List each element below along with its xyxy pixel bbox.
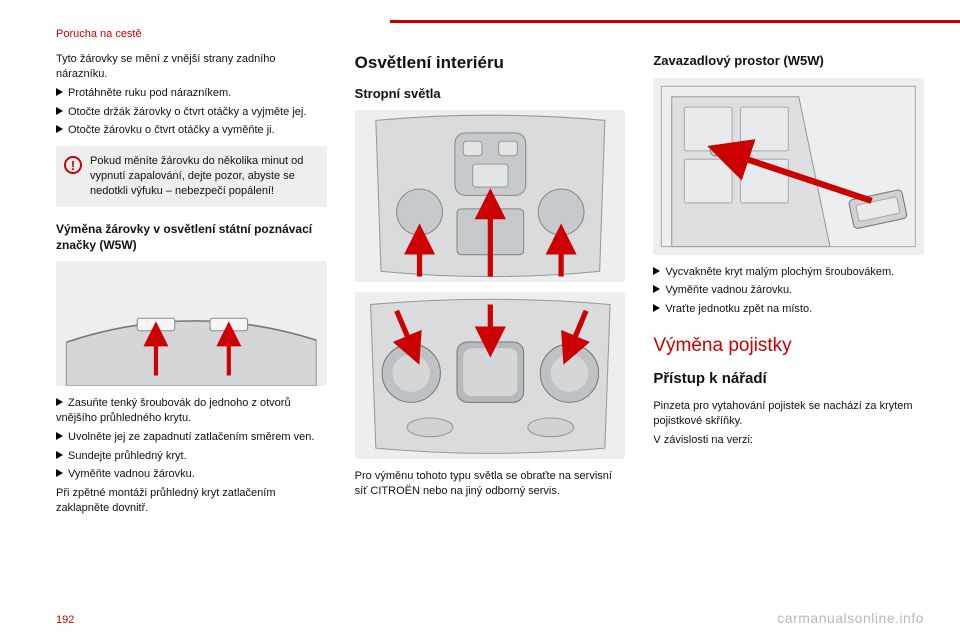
- c1-b1: Protáhněte ruku pod nárazníkem.: [56, 86, 327, 101]
- ceiling-light-image-1: [355, 110, 626, 282]
- triangle-icon: [56, 451, 63, 459]
- breadcrumb: Porucha na cestě: [56, 28, 924, 40]
- c3-h2-black: Přístup k nářadí: [653, 369, 924, 389]
- content-columns: Tyto žárovky se mění z vnější strany zad…: [56, 52, 924, 520]
- c3-b3: Vraťte jednotku zpět na místo.: [653, 302, 924, 317]
- warning-icon: !: [64, 156, 82, 174]
- c1-b6-text: Sundejte průhledný kryt.: [68, 450, 187, 462]
- triangle-icon: [56, 107, 63, 115]
- c1-b2: Otočte držák žárovky o čtvrt otáčky a vy…: [56, 105, 327, 120]
- c2-p1: Pro výměnu tohoto typu světla se obraťte…: [355, 469, 626, 499]
- c3-h3: Zavazadlový prostor (W5W): [653, 52, 924, 70]
- triangle-icon: [653, 304, 660, 312]
- c1-b3-text: Otočte žárovku o čtvrt otáčky a vyměňte …: [68, 124, 275, 136]
- c3-p1: Pinzeta pro vytahování pojistek se nachá…: [653, 399, 924, 429]
- c1-b3: Otočte žárovku o čtvrt otáčky a vyměňte …: [56, 123, 327, 138]
- page: Porucha na cestě Tyto žárovky se mění z …: [0, 0, 960, 640]
- c3-p2: V závislosti na verzi:: [653, 433, 924, 448]
- warning-box: ! Pokud měníte žárovku do několika minut…: [56, 146, 327, 207]
- page-number: 192: [56, 614, 74, 626]
- triangle-icon: [56, 432, 63, 440]
- c1-p1: Tyto žárovky se mění z vnější strany zad…: [56, 52, 327, 82]
- header-red-bar: [390, 20, 960, 23]
- ceiling-light-image-2: [355, 292, 626, 459]
- c1-b7-text: Vyměňte vadnou žárovku.: [68, 468, 195, 480]
- warning-text: Pokud měníte žárovku do několika minut o…: [90, 154, 317, 199]
- triangle-icon: [653, 285, 660, 293]
- watermark: carmanualsonline.info: [777, 610, 924, 626]
- c1-b2-text: Otočte držák žárovky o čtvrt otáčky a vy…: [68, 106, 306, 118]
- license-plate-image: [56, 261, 327, 386]
- c1-p2: Při zpětné montáži průhledný kryt zatlač…: [56, 486, 327, 516]
- c2-h2: Osvětlení interiéru: [355, 52, 626, 75]
- c3-b3-text: Vraťte jednotku zpět na místo.: [665, 303, 812, 315]
- c2-h3: Stropní světla: [355, 85, 626, 103]
- c3-b1: Vycvakněte kryt malým plochým šroubováke…: [653, 265, 924, 280]
- c1-b5: Uvolněte jej ze zapadnutí zatlačením smě…: [56, 430, 327, 445]
- triangle-icon: [653, 267, 660, 275]
- column-2: Osvětlení interiéru Stropní světla: [355, 52, 626, 520]
- c1-b6: Sundejte průhledný kryt.: [56, 449, 327, 464]
- c1-b7: Vyměňte vadnou žárovku.: [56, 467, 327, 482]
- triangle-icon: [56, 398, 63, 406]
- c1-b5-text: Uvolněte jej ze zapadnutí zatlačením smě…: [68, 431, 314, 443]
- c3-b2: Vyměňte vadnou žárovku.: [653, 283, 924, 298]
- boot-light-image: [653, 78, 924, 255]
- c3-b1-text: Vycvakněte kryt malým plochým šroubováke…: [665, 266, 894, 278]
- triangle-icon: [56, 125, 63, 133]
- c1-b4-text: Zasuňte tenký šroubovák do jednoho z otv…: [56, 397, 291, 424]
- c3-b2-text: Vyměňte vadnou žárovku.: [665, 284, 792, 296]
- triangle-icon: [56, 88, 63, 96]
- c1-b4: Zasuňte tenký šroubovák do jednoho z otv…: [56, 396, 327, 426]
- c1-b1-text: Protáhněte ruku pod nárazníkem.: [68, 87, 231, 99]
- column-1: Tyto žárovky se mění z vnější strany zad…: [56, 52, 327, 520]
- c1-subheading: Výměna žárovky v osvětlení státní poznáv…: [56, 221, 327, 253]
- triangle-icon: [56, 469, 63, 477]
- column-3: Zavazadlový prostor (W5W): [653, 52, 924, 520]
- c3-h2-red: Výměna pojistky: [653, 333, 924, 359]
